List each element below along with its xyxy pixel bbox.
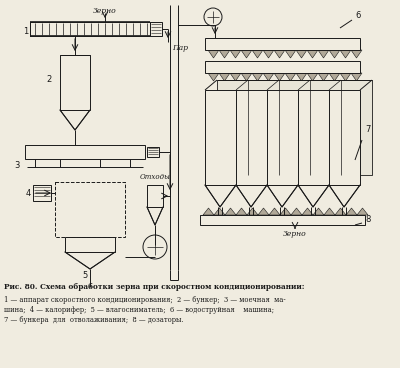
Polygon shape xyxy=(285,73,296,81)
Text: 2: 2 xyxy=(47,75,52,85)
Polygon shape xyxy=(252,73,263,81)
Text: 4: 4 xyxy=(26,188,31,198)
Circle shape xyxy=(143,235,167,259)
Polygon shape xyxy=(324,208,335,215)
Polygon shape xyxy=(274,73,285,81)
Bar xyxy=(147,185,163,207)
Polygon shape xyxy=(340,50,351,58)
Polygon shape xyxy=(203,208,214,215)
Text: Рис. 80. Схема обработки зерна при скоростном кондиционировании:: Рис. 80. Схема обработки зерна при скоро… xyxy=(4,283,304,291)
Bar xyxy=(25,145,145,159)
Polygon shape xyxy=(285,50,290,58)
Polygon shape xyxy=(252,50,263,58)
Polygon shape xyxy=(219,50,224,58)
Text: 8: 8 xyxy=(365,216,370,224)
Polygon shape xyxy=(329,50,340,58)
Polygon shape xyxy=(335,208,346,215)
Polygon shape xyxy=(296,50,301,58)
Text: 1: 1 xyxy=(23,28,28,36)
Polygon shape xyxy=(225,208,236,215)
Polygon shape xyxy=(147,207,163,225)
Polygon shape xyxy=(230,73,241,81)
Polygon shape xyxy=(351,50,356,58)
Polygon shape xyxy=(65,252,115,269)
Text: Зерно: Зерно xyxy=(93,7,117,15)
Text: 7 — бункера  для  отволаживания;  8 — дозаторы.: 7 — бункера для отволаживания; 8 — дозат… xyxy=(4,316,184,324)
Text: 6: 6 xyxy=(355,11,360,20)
Polygon shape xyxy=(318,50,323,58)
Polygon shape xyxy=(329,185,360,207)
Text: шина;  4 — калорифер;  5 — влагосниматель;  6 — водоструйная    машина;: шина; 4 — калорифер; 5 — влагосниматель;… xyxy=(4,306,274,314)
Bar xyxy=(150,22,162,36)
Bar xyxy=(205,90,360,185)
Polygon shape xyxy=(318,73,329,81)
Polygon shape xyxy=(291,208,302,215)
Polygon shape xyxy=(241,50,246,58)
Bar xyxy=(65,237,115,252)
Polygon shape xyxy=(60,110,90,130)
Bar xyxy=(60,55,90,110)
Bar xyxy=(30,22,150,36)
Polygon shape xyxy=(263,50,274,58)
Polygon shape xyxy=(296,50,307,58)
Polygon shape xyxy=(241,50,252,58)
Polygon shape xyxy=(230,50,235,58)
Polygon shape xyxy=(329,50,334,58)
Polygon shape xyxy=(351,73,362,81)
Polygon shape xyxy=(219,73,230,81)
Polygon shape xyxy=(236,208,247,215)
Text: 3: 3 xyxy=(15,160,20,170)
Polygon shape xyxy=(318,50,329,58)
Text: 7: 7 xyxy=(365,125,370,134)
Polygon shape xyxy=(219,50,230,58)
Polygon shape xyxy=(258,208,269,215)
Polygon shape xyxy=(236,185,267,207)
Polygon shape xyxy=(313,208,324,215)
Polygon shape xyxy=(241,73,252,81)
Polygon shape xyxy=(357,208,368,215)
Polygon shape xyxy=(247,208,258,215)
Circle shape xyxy=(204,8,222,26)
Polygon shape xyxy=(208,50,213,58)
Polygon shape xyxy=(208,73,219,81)
Polygon shape xyxy=(340,50,345,58)
Polygon shape xyxy=(269,208,280,215)
Polygon shape xyxy=(285,50,296,58)
Polygon shape xyxy=(280,208,291,215)
Bar xyxy=(55,182,125,237)
Polygon shape xyxy=(329,73,340,81)
Bar xyxy=(200,215,365,225)
Polygon shape xyxy=(351,50,362,58)
Bar xyxy=(147,147,159,157)
Text: Пар: Пар xyxy=(172,44,188,52)
Bar xyxy=(205,38,360,50)
Polygon shape xyxy=(208,50,219,58)
Polygon shape xyxy=(274,50,285,58)
Polygon shape xyxy=(252,50,257,58)
Polygon shape xyxy=(263,73,274,81)
Polygon shape xyxy=(346,208,357,215)
Text: 5: 5 xyxy=(83,270,88,280)
Text: Отходы: Отходы xyxy=(140,173,170,181)
Polygon shape xyxy=(205,185,236,207)
Polygon shape xyxy=(274,50,279,58)
Polygon shape xyxy=(340,73,351,81)
Bar xyxy=(33,185,51,201)
Text: Зерно: Зерно xyxy=(283,230,307,238)
Polygon shape xyxy=(230,50,241,58)
Polygon shape xyxy=(307,50,312,58)
Polygon shape xyxy=(307,73,318,81)
Polygon shape xyxy=(296,73,307,81)
Polygon shape xyxy=(307,50,318,58)
Polygon shape xyxy=(267,185,298,207)
Polygon shape xyxy=(263,50,268,58)
Bar xyxy=(205,61,360,73)
Text: 1 — аппарат скоростного кондиционирования;  2 — бункер;  3 — моечная  ма-: 1 — аппарат скоростного кондиционировани… xyxy=(4,296,286,304)
Polygon shape xyxy=(302,208,313,215)
Polygon shape xyxy=(214,208,225,215)
Polygon shape xyxy=(298,185,329,207)
Bar xyxy=(217,80,372,175)
